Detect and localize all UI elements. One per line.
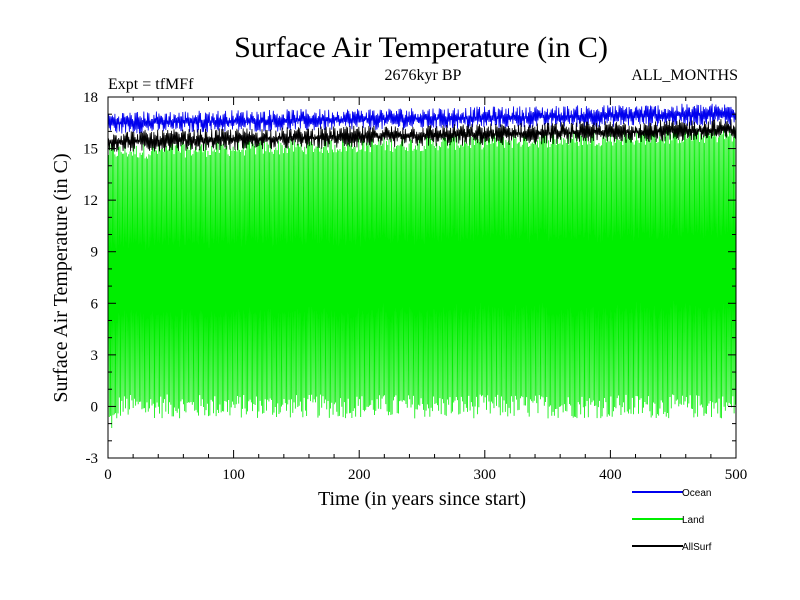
x-tick-label: 0 xyxy=(104,467,112,483)
y-tick-label: 18 xyxy=(83,90,98,106)
experiment-label: Expt = tfMFf xyxy=(108,76,194,93)
x-tick-label: 400 xyxy=(599,467,622,483)
series-line-ocean xyxy=(107,103,737,134)
x-tick-label: 200 xyxy=(348,467,371,483)
x-tick-label: 300 xyxy=(474,467,497,483)
y-tick-label: 0 xyxy=(91,399,99,415)
legend: Ocean Land AllSurf xyxy=(632,488,712,553)
chart-title: Surface Air Temperature (in C) xyxy=(234,31,608,64)
legend-label-land: Land xyxy=(682,515,704,526)
axes: 0 100 200 300 400 500 -3 0 3 6 9 12 15 18 xyxy=(83,90,747,483)
period-label: 2676kyr BP xyxy=(385,67,462,84)
y-tick-label: -3 xyxy=(86,451,99,467)
x-axis-label: Time (in years since start) xyxy=(318,488,526,510)
legend-label-allsurf: AllSurf xyxy=(682,542,712,553)
x-tick-label: 100 xyxy=(222,467,245,483)
series-line-land xyxy=(107,127,737,429)
legend-label-ocean: Ocean xyxy=(682,488,711,499)
y-tick-label: 15 xyxy=(83,142,98,158)
plot-area xyxy=(107,103,737,429)
y-tick-label: 12 xyxy=(83,193,98,209)
plot-frame xyxy=(107,96,737,459)
y-tick-label: 3 xyxy=(91,348,99,364)
months-label: ALL_MONTHS xyxy=(631,67,738,84)
y-tick-label: 6 xyxy=(91,296,99,312)
x-tick-label: 500 xyxy=(725,467,748,483)
series-line-allsurf xyxy=(107,119,737,152)
y-tick-label: 9 xyxy=(91,245,99,261)
y-axis-label: Surface Air Temperature (in C) xyxy=(50,153,72,402)
